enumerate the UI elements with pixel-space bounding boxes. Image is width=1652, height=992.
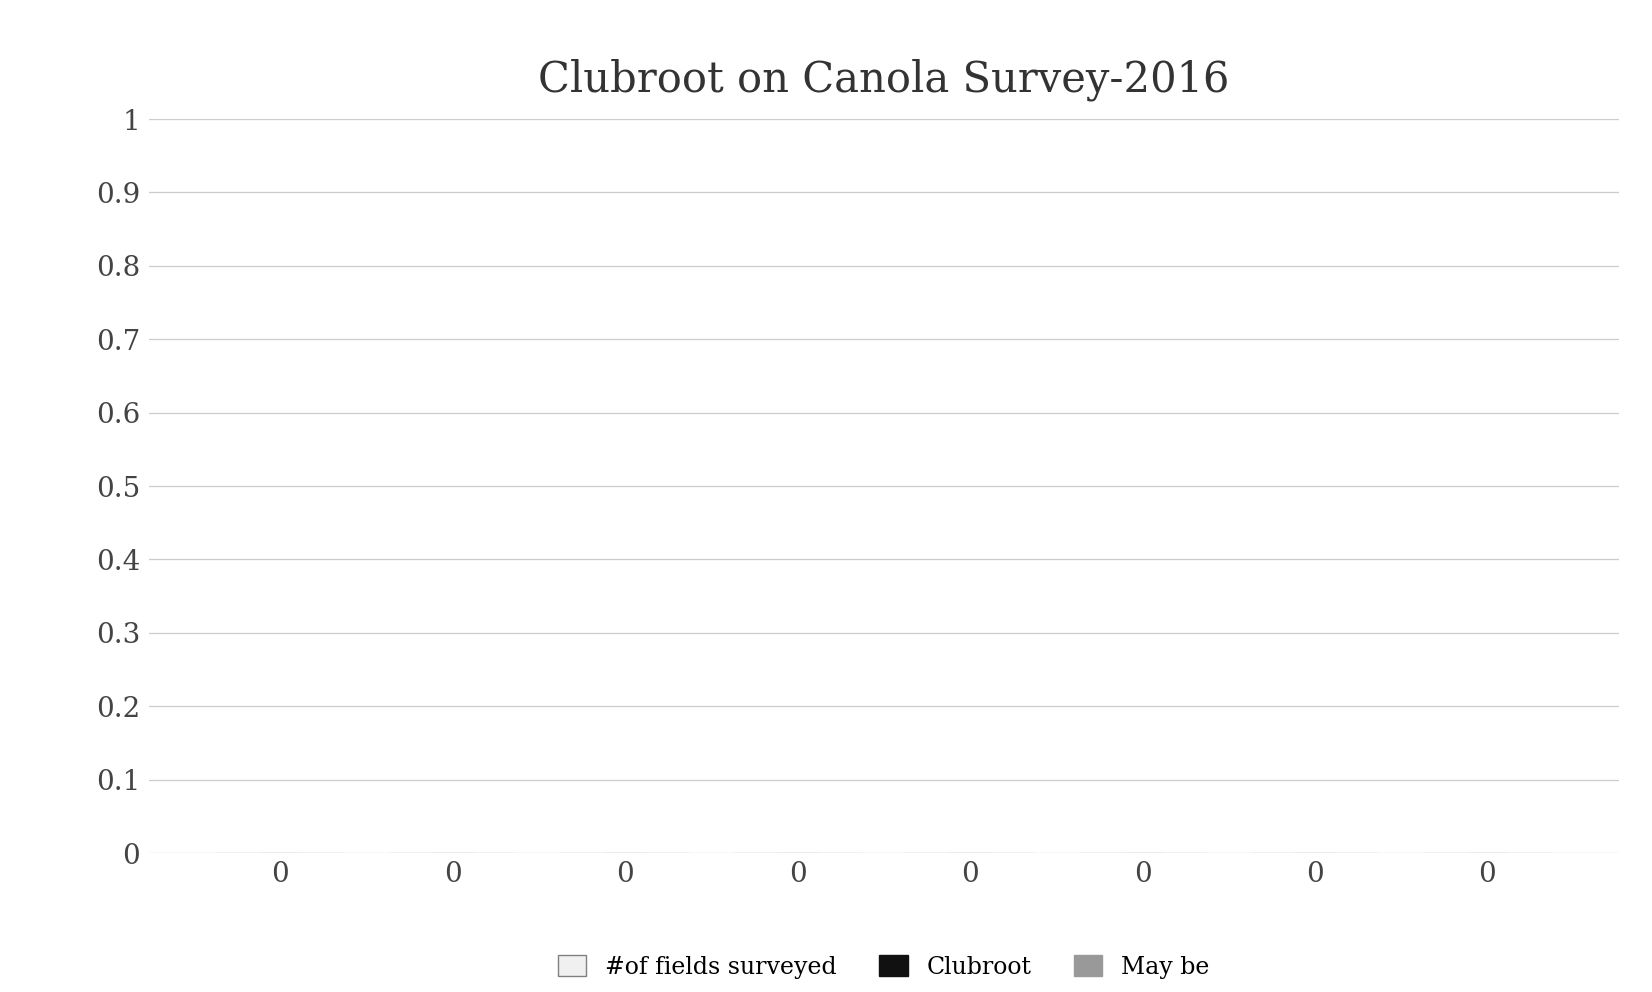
Legend: #of fields surveyed, Clubroot, May be: #of fields surveyed, Clubroot, May be	[548, 945, 1219, 988]
Title: Clubroot on Canola Survey-2016: Clubroot on Canola Survey-2016	[539, 59, 1229, 101]
